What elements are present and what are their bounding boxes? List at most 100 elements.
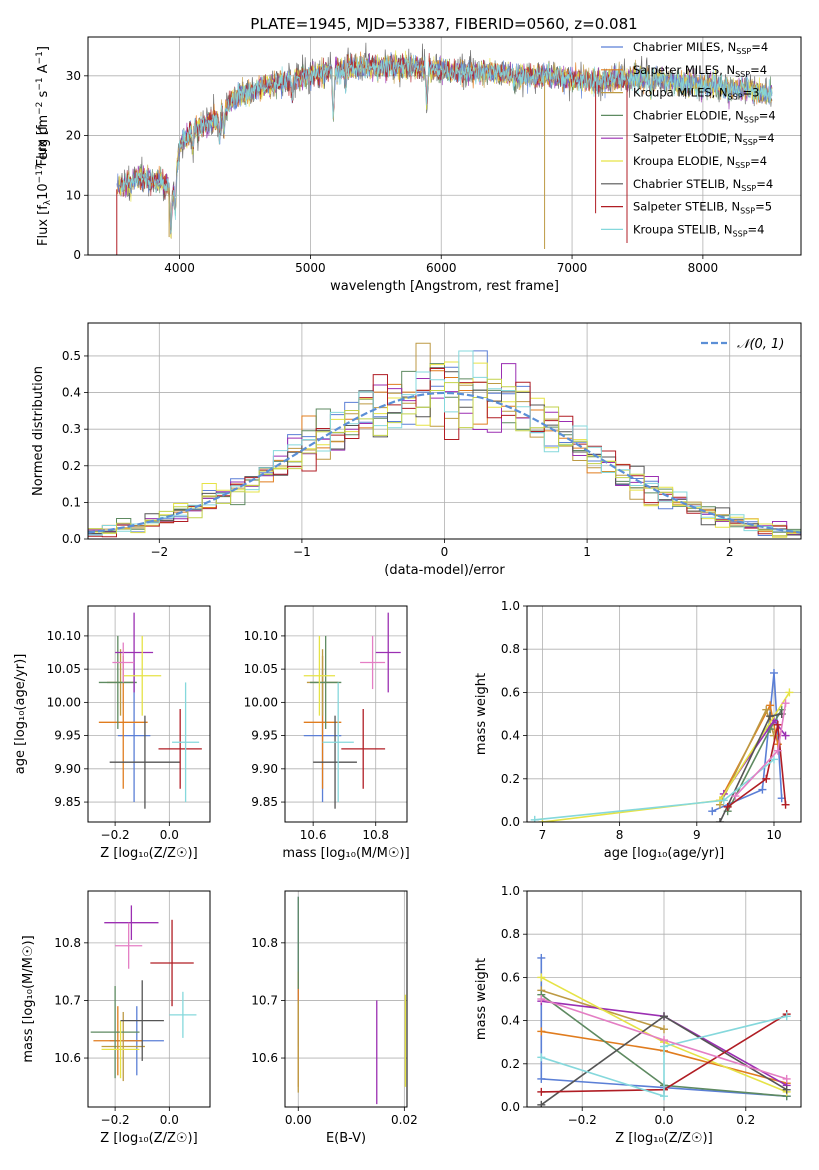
y-tick-label: 10.10 bbox=[244, 629, 278, 643]
y-tick-label: 0.8 bbox=[501, 642, 520, 656]
y-tick-label: 9.85 bbox=[251, 795, 278, 809]
panel-age_vs_Z: −0.2 0.0 9.85 9.90 9.95 10.00 10.05 10.10 Z [log… bbox=[13, 605, 211, 861]
weight-marker bbox=[762, 774, 771, 783]
weight-marker bbox=[537, 1087, 546, 1096]
x-tick-label: 0.0 bbox=[654, 1113, 673, 1127]
x-axis-label: Z [log₁₀(Z/Z☉)] bbox=[100, 846, 197, 861]
x-axis-label: wavelength [Angstrom, rest frame] bbox=[330, 279, 559, 294]
data-point bbox=[375, 612, 401, 693]
data-point bbox=[150, 919, 194, 1007]
panel-age_vs_mass: 10.6 10.8 9.85 9.90 9.95 10.00 10.05 10.10 mass … bbox=[244, 605, 410, 861]
plot-area bbox=[116, 42, 773, 255]
data-point bbox=[158, 709, 202, 789]
y-tick-label: 10.7 bbox=[54, 993, 81, 1007]
data-point bbox=[303, 635, 336, 716]
axes-frame bbox=[284, 890, 408, 1108]
x-tick-label: −1 bbox=[293, 545, 311, 559]
legend-entry: Kroupa ELODIE, NSSP=4 bbox=[633, 154, 767, 170]
y-tick-label: 0.1 bbox=[62, 495, 81, 509]
weight-marker bbox=[782, 1012, 791, 1021]
y-tick-label: 20 bbox=[66, 129, 81, 143]
weight-marker bbox=[766, 701, 775, 710]
figure-title: PLATE=1945, MJD=53387, FIBERID=0560, z=0… bbox=[250, 15, 637, 33]
legend-entry: Chabrier ELODIE, NSSP=4 bbox=[633, 108, 776, 124]
legend-entry: Salpeter MILES, NSSP=4 bbox=[633, 63, 767, 79]
y-axis-label: Flux [f bbox=[35, 125, 50, 166]
y-axis-label: Normed distribution bbox=[31, 366, 46, 496]
weight-marker bbox=[708, 807, 717, 816]
panel-weight_vs_Z: −0.2 0.0 0.2 0.0 0.2 0.4 0.6 0.8 1.0 Z [log₁₀(Z/Z… bbox=[474, 884, 802, 1146]
data-point bbox=[120, 980, 164, 1061]
y-tick-label: 0.3 bbox=[62, 422, 81, 436]
x-tick-label: 0.2 bbox=[736, 1113, 755, 1127]
data-point bbox=[104, 905, 159, 940]
y-tick-label: 0.2 bbox=[501, 772, 520, 786]
weight-marker bbox=[769, 755, 778, 764]
x-tick-label: −2 bbox=[150, 545, 168, 559]
x-tick-label: 0.00 bbox=[285, 1113, 312, 1127]
x-axis-label: Z [log₁₀(Z/Z☉)] bbox=[615, 1131, 712, 1146]
x-tick-label: 0.02 bbox=[391, 1113, 418, 1127]
legend-entry: Kroupa STELIB, NSSP=4 bbox=[633, 222, 764, 238]
data-point bbox=[98, 635, 137, 729]
y-tick-label: 10.00 bbox=[244, 695, 278, 709]
x-tick-label: 8 bbox=[616, 828, 624, 842]
y-tick-label: 0.4 bbox=[62, 386, 81, 400]
weight-marker bbox=[537, 1053, 546, 1062]
x-tick-label: −0.2 bbox=[568, 1113, 597, 1127]
weight-marker bbox=[537, 1074, 546, 1083]
x-tick-label: 10.6 bbox=[300, 828, 327, 842]
y-tick-label: 9.85 bbox=[54, 795, 81, 809]
weight-marker bbox=[785, 688, 794, 697]
y-tick-label: 10.00 bbox=[47, 695, 81, 709]
panel-mass_vs_EBV: 0.00 0.02 10.6 10.7 10.8 E(B-V) bbox=[251, 890, 418, 1146]
weight-marker bbox=[781, 800, 790, 809]
plot-area bbox=[537, 953, 791, 1107]
weight-marker bbox=[758, 785, 767, 794]
weight-marker bbox=[781, 699, 790, 708]
weight-marker bbox=[537, 953, 546, 962]
panel-mass_vs_Z: −0.2 0.0 10.6 10.7 10.8 Z [log₁₀(Z/Z☉)] mass [… bbox=[21, 890, 211, 1146]
plot-area bbox=[297, 896, 407, 1105]
weight-marker bbox=[731, 792, 740, 801]
x-tick-label: 0.0 bbox=[160, 828, 179, 842]
y-tick-label: 0.0 bbox=[501, 1100, 520, 1114]
x-tick-label: −0.2 bbox=[101, 828, 130, 842]
plot-area bbox=[88, 342, 801, 539]
y-tick-label: 0.0 bbox=[501, 815, 520, 829]
plot-area bbox=[530, 668, 794, 822]
axes-frame bbox=[87, 605, 211, 823]
x-tick-label: 9 bbox=[693, 828, 701, 842]
weight-marker bbox=[769, 731, 778, 740]
plot-area bbox=[98, 612, 202, 809]
y-tick-label: 10.8 bbox=[251, 936, 278, 950]
y-tick-label: 1.0 bbox=[501, 599, 520, 613]
y-tick-label: 0.2 bbox=[62, 459, 81, 473]
x-tick-label: 10.8 bbox=[362, 828, 389, 842]
gaussian-curve bbox=[88, 391, 801, 534]
y-tick-label: 10.6 bbox=[251, 1051, 278, 1065]
weight-line bbox=[542, 691, 791, 822]
x-tick-label: 10 bbox=[766, 828, 781, 842]
data-point bbox=[313, 715, 357, 809]
residual-histogram bbox=[88, 378, 801, 539]
data-point bbox=[169, 991, 197, 1038]
y-tick-label: 10 bbox=[66, 188, 81, 202]
data-point bbox=[115, 612, 154, 693]
legend-entry: Kroupa MILES, NSSP=3 bbox=[633, 86, 759, 102]
weight-marker bbox=[782, 1074, 791, 1083]
y-tick-label: 0.0 bbox=[62, 532, 81, 546]
weight-marker bbox=[773, 720, 782, 729]
data-point bbox=[360, 635, 386, 690]
y-tick-label: 0.4 bbox=[501, 729, 520, 743]
legend-entry: 𝒩(0, 1) bbox=[737, 337, 784, 352]
residual-histogram bbox=[88, 361, 801, 539]
spectrum-line bbox=[120, 52, 629, 231]
y-tick-label: 10.6 bbox=[54, 1051, 81, 1065]
axes-frame bbox=[87, 36, 802, 256]
plot-area bbox=[90, 905, 197, 1082]
weight-marker bbox=[773, 746, 782, 755]
weight-marker bbox=[762, 705, 771, 714]
y-tick-label: 0.6 bbox=[501, 970, 520, 984]
